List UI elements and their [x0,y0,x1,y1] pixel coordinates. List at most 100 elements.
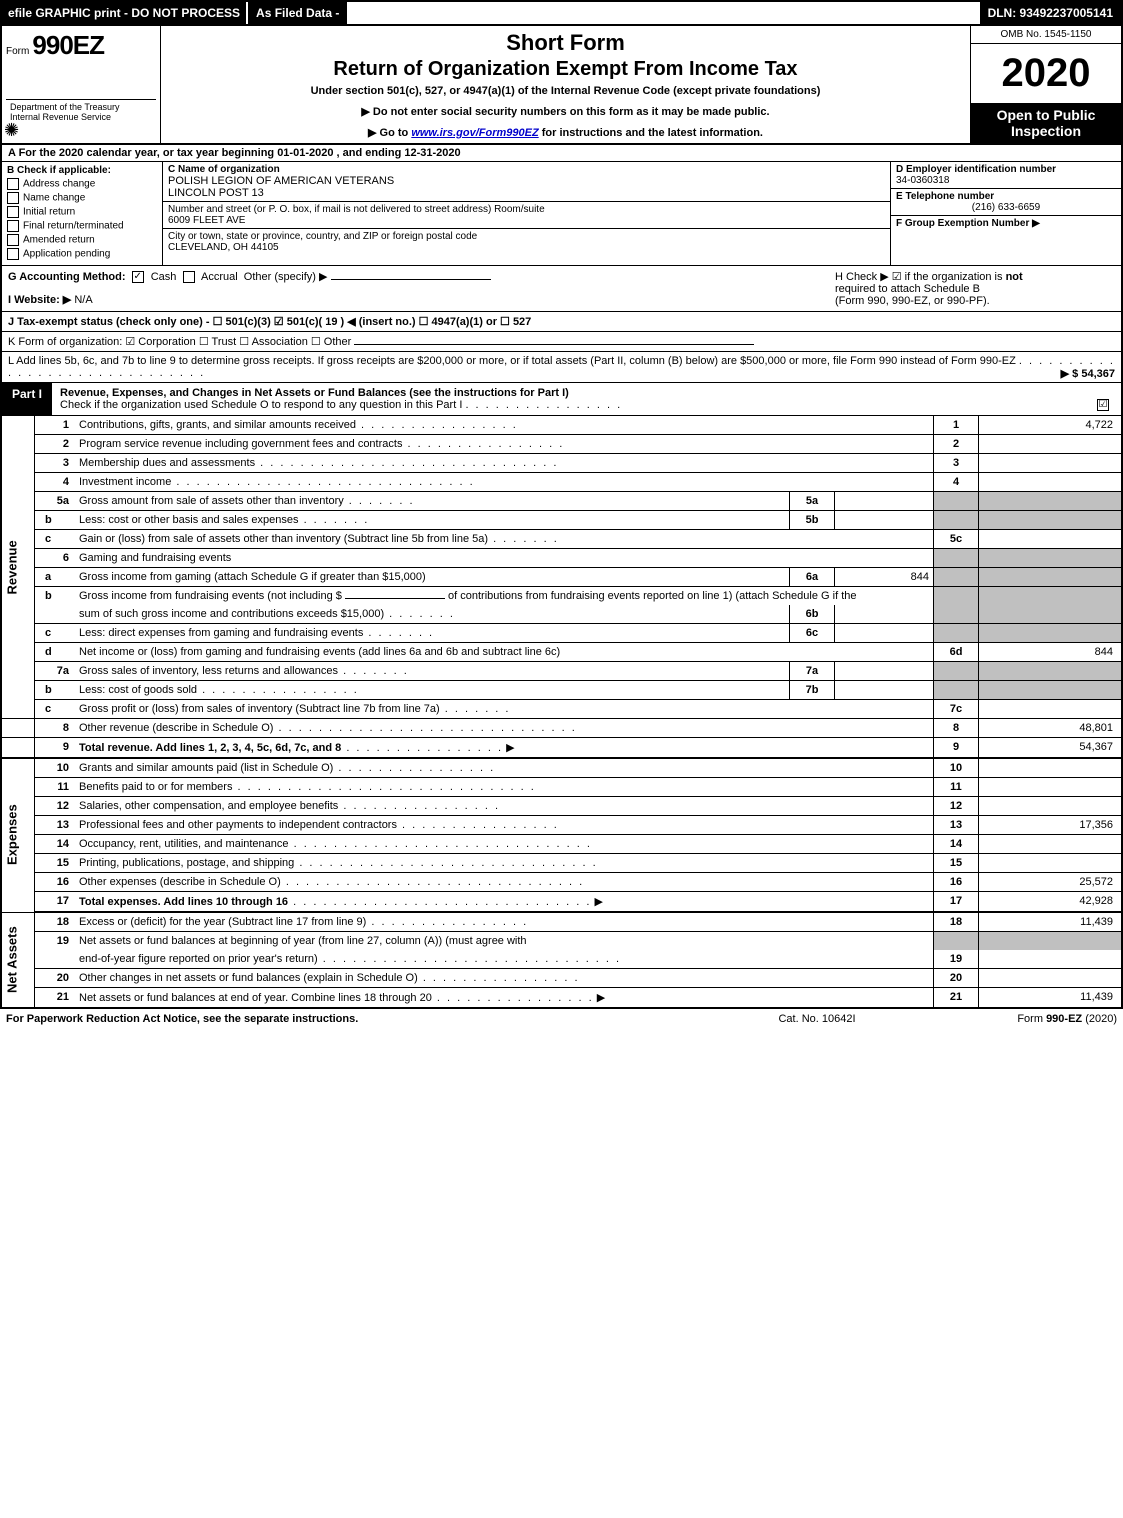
page-footer: For Paperwork Reduction Act Notice, see … [0,1009,1123,1029]
row-7c: c Gross profit or (loss) from sales of i… [2,700,1121,719]
d-7b: Less: cost of goods sold [79,684,197,696]
ln-5a: 5a [35,492,76,511]
ln-4: 4 [35,473,76,492]
num-8: 8 [934,719,979,738]
ln-15: 15 [35,854,76,873]
row-4: 4 Investment income 4 [2,473,1121,492]
chk-amended-return[interactable] [7,234,19,246]
ln-6b-blank [35,605,76,624]
part1-title-wrap: Revenue, Expenses, and Changes in Net As… [52,383,1121,415]
ln-13: 13 [35,816,76,835]
val-21: 11,439 [979,988,1122,1008]
d-7c: Gross profit or (loss) from sales of inv… [79,703,440,715]
e-value: (216) 633-6659 [896,202,1116,213]
other-blank[interactable] [331,279,491,280]
d-7a: Gross sales of inventory, less returns a… [79,665,338,677]
row-14: 14 Occupancy, rent, utilities, and maint… [2,835,1121,854]
ln-9: 9 [35,738,76,759]
row-6c: c Less: direct expenses from gaming and … [2,624,1121,643]
d-19b: end-of-year figure reported on prior yea… [79,953,318,965]
form-header: Form 990EZ ✺ Department of the Treasury … [2,26,1121,145]
d-6b-2: of contributions from fundraising events… [448,590,856,602]
num-16: 16 [934,873,979,892]
val-20 [979,969,1122,988]
num-14: 14 [934,835,979,854]
num-12: 12 [934,797,979,816]
d-6b-1: Gross income from fundraising events (no… [79,590,342,602]
row-j: J Tax-exempt status (check only one) - ☐… [2,312,1121,332]
right-box: OMB No. 1545-1150 2020 Open to Public In… [970,26,1121,143]
d-9: Total revenue. Add lines 1, 2, 3, 4, 5c,… [79,742,341,754]
ln-12: 12 [35,797,76,816]
chk-name-change[interactable] [7,192,19,204]
subtitle: Under section 501(c), 527, or 4947(a)(1)… [167,85,964,97]
footer-right: Form 990-EZ (2020) [917,1013,1117,1025]
footer-left: For Paperwork Reduction Act Notice, see … [6,1013,717,1025]
d-12: Salaries, other compensation, and employ… [79,800,338,812]
irs-link[interactable]: www.irs.gov/Form990EZ [411,127,538,139]
d-17: Total expenses. Add lines 10 through 16 [79,896,288,908]
f-label: F Group Exemption Number ▶ [896,218,1116,229]
ln-2: 2 [35,435,76,454]
ln-6b: b [35,587,76,606]
lbl-initial-return: Initial return [23,207,75,218]
lbl-accrual: Accrual [201,271,238,283]
num-21: 21 [934,988,979,1008]
d-10: Grants and similar amounts paid (list in… [79,762,333,774]
part1-header: Part I Revenue, Expenses, and Changes in… [2,383,1121,416]
mval-7a [835,662,934,681]
val-6d: 844 [979,643,1122,662]
greyv-6a [979,568,1122,587]
lbl-other: Other (specify) ▶ [244,271,328,283]
mval-6a: 844 [835,568,934,587]
val-16: 25,572 [979,873,1122,892]
greyv-19 [979,932,1122,951]
d-6c: Less: direct expenses from gaming and fu… [79,627,363,639]
chk-application-pending[interactable] [7,248,19,260]
greyv-6c [979,624,1122,643]
dln-label: DLN: 93492237005141 [980,2,1121,24]
val-17: 42,928 [979,892,1122,913]
blank-6b[interactable] [345,598,445,599]
greyv-6 [979,549,1122,568]
row-17: 17 Total expenses. Add lines 10 through … [2,892,1121,913]
ln-16: 16 [35,873,76,892]
chk-address-change[interactable] [7,178,19,190]
num-15: 15 [934,854,979,873]
num-19: 19 [934,950,979,969]
d-5b: Less: cost or other basis and sales expe… [79,514,299,526]
city-value: CLEVELAND, OH 44105 [168,242,885,253]
ln-1: 1 [35,416,76,435]
row-15: 15 Printing, publications, postage, and … [2,854,1121,873]
val-15 [979,854,1122,873]
tax-year: 2020 [971,44,1121,103]
chk-accrual[interactable] [183,271,195,283]
mnum-6c: 6c [790,624,835,643]
grey-5a [934,492,979,511]
row-10: Expenses 10 Grants and similar amounts p… [2,758,1121,778]
d-13: Professional fees and other payments to … [79,819,397,831]
chk-final-return[interactable] [7,220,19,232]
d-6a: Gross income from gaming (attach Schedul… [79,571,426,583]
chk-initial-return[interactable] [7,206,19,218]
grey-7a [934,662,979,681]
e-label: E Telephone number [896,191,1116,202]
h-text1: H Check ▶ ☑ if the organization is [835,271,1006,283]
mval-7b [835,681,934,700]
row-5b: b Less: cost or other basis and sales ex… [2,511,1121,530]
d-6: Gaming and fundraising events [79,552,231,564]
row-6d: d Net income or (loss) from gaming and f… [2,643,1121,662]
mnum-5a: 5a [790,492,835,511]
grey-6b2 [934,605,979,624]
part1-checkbox[interactable]: ☑ [1097,399,1109,411]
row-3: 3 Membership dues and assessments 3 [2,454,1121,473]
row-19b: end-of-year figure reported on prior yea… [2,950,1121,969]
h-not: not [1006,271,1023,283]
num-13: 13 [934,816,979,835]
org-name-1: POLISH LEGION OF AMERICAN VETERANS [168,175,885,187]
grey-6c [934,624,979,643]
form-prefix: Form [6,46,29,57]
row-9: 9 Total revenue. Add lines 1, 2, 3, 4, 5… [2,738,1121,759]
chk-cash[interactable]: ✓ [132,271,144,283]
dept-line2: Internal Revenue Service [10,112,152,122]
